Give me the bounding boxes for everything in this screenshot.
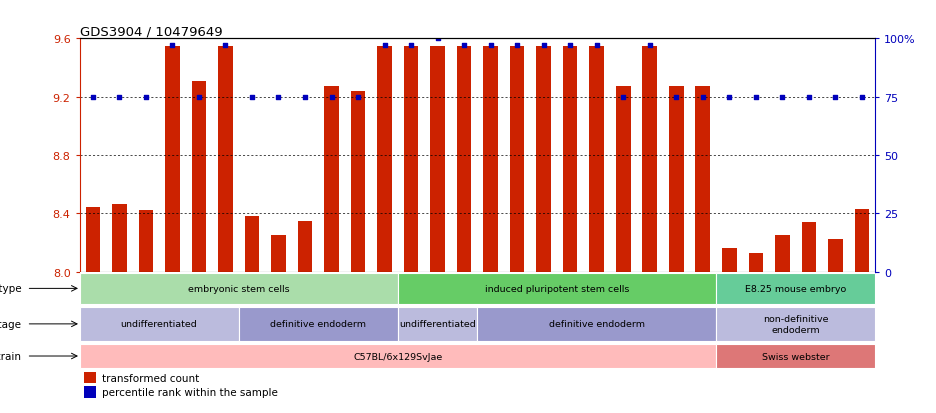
Bar xyxy=(139,211,154,272)
Text: definitive endoderm: definitive endoderm xyxy=(271,320,366,329)
Bar xyxy=(716,273,875,304)
Point xyxy=(271,94,286,101)
Point xyxy=(801,94,816,101)
Point xyxy=(749,94,764,101)
Bar xyxy=(218,47,233,272)
Point xyxy=(431,36,446,43)
Bar xyxy=(403,47,418,272)
Point xyxy=(112,94,127,101)
Point xyxy=(85,94,100,101)
Text: induced pluripotent stem cells: induced pluripotent stem cells xyxy=(485,284,629,293)
Point xyxy=(563,43,578,50)
Point xyxy=(244,94,259,101)
Point xyxy=(855,94,870,101)
Bar xyxy=(477,307,716,341)
Bar xyxy=(590,47,604,272)
Bar xyxy=(165,47,180,272)
Bar xyxy=(398,307,477,341)
Bar xyxy=(716,307,875,341)
Point xyxy=(642,43,657,50)
Bar xyxy=(431,47,445,272)
Bar xyxy=(749,253,763,272)
Text: Swiss webster: Swiss webster xyxy=(762,351,829,361)
Bar xyxy=(377,47,392,272)
Bar xyxy=(722,249,737,272)
Bar xyxy=(801,223,816,272)
Bar xyxy=(80,273,398,304)
Bar xyxy=(83,386,96,398)
Bar xyxy=(324,87,339,272)
Text: E8.25 mouse embryo: E8.25 mouse embryo xyxy=(745,284,846,293)
Bar xyxy=(80,307,239,341)
Text: strain: strain xyxy=(0,351,22,361)
Bar xyxy=(510,47,524,272)
Bar xyxy=(398,273,716,304)
Text: undifferentiated: undifferentiated xyxy=(121,320,197,329)
Bar xyxy=(80,344,716,368)
Bar xyxy=(244,217,259,272)
Point xyxy=(351,94,366,101)
Point xyxy=(536,43,551,50)
Bar xyxy=(616,87,631,272)
Bar xyxy=(457,47,472,272)
Point xyxy=(165,43,180,50)
Bar xyxy=(483,47,498,272)
Text: definitive endoderm: definitive endoderm xyxy=(548,320,645,329)
Bar xyxy=(85,208,100,272)
Point xyxy=(669,94,684,101)
Bar xyxy=(351,92,365,272)
Point xyxy=(377,43,392,50)
Text: cell type: cell type xyxy=(0,284,22,294)
Point xyxy=(298,94,313,101)
Point xyxy=(722,94,737,101)
Point xyxy=(457,43,472,50)
Bar xyxy=(192,81,206,272)
Bar xyxy=(855,209,870,272)
Bar xyxy=(695,87,710,272)
Point xyxy=(775,94,790,101)
Point xyxy=(510,43,525,50)
Point xyxy=(828,94,843,101)
Point xyxy=(324,94,339,101)
Text: undifferentiated: undifferentiated xyxy=(400,320,475,329)
Text: development stage: development stage xyxy=(0,319,22,329)
Point xyxy=(192,94,207,101)
Text: transformed count: transformed count xyxy=(102,373,199,382)
Text: GDS3904 / 10479649: GDS3904 / 10479649 xyxy=(80,25,222,38)
Text: percentile rank within the sample: percentile rank within the sample xyxy=(102,387,278,397)
Text: non-definitive
endoderm: non-definitive endoderm xyxy=(763,314,828,334)
Point xyxy=(403,43,418,50)
Bar xyxy=(271,235,285,272)
Bar xyxy=(716,344,875,368)
Bar xyxy=(298,221,313,272)
Point xyxy=(139,94,154,101)
Point xyxy=(483,43,498,50)
Bar xyxy=(828,240,842,272)
Bar xyxy=(239,307,398,341)
Point xyxy=(616,94,631,101)
Bar xyxy=(563,47,578,272)
Text: C57BL/6x129SvJae: C57BL/6x129SvJae xyxy=(353,351,443,361)
Bar xyxy=(536,47,551,272)
Point xyxy=(218,43,233,50)
Bar xyxy=(83,372,96,384)
Point xyxy=(695,94,710,101)
Bar xyxy=(669,87,683,272)
Bar xyxy=(112,205,126,272)
Point xyxy=(590,43,605,50)
Text: embryonic stem cells: embryonic stem cells xyxy=(188,284,289,293)
Bar xyxy=(775,235,790,272)
Bar xyxy=(642,47,657,272)
